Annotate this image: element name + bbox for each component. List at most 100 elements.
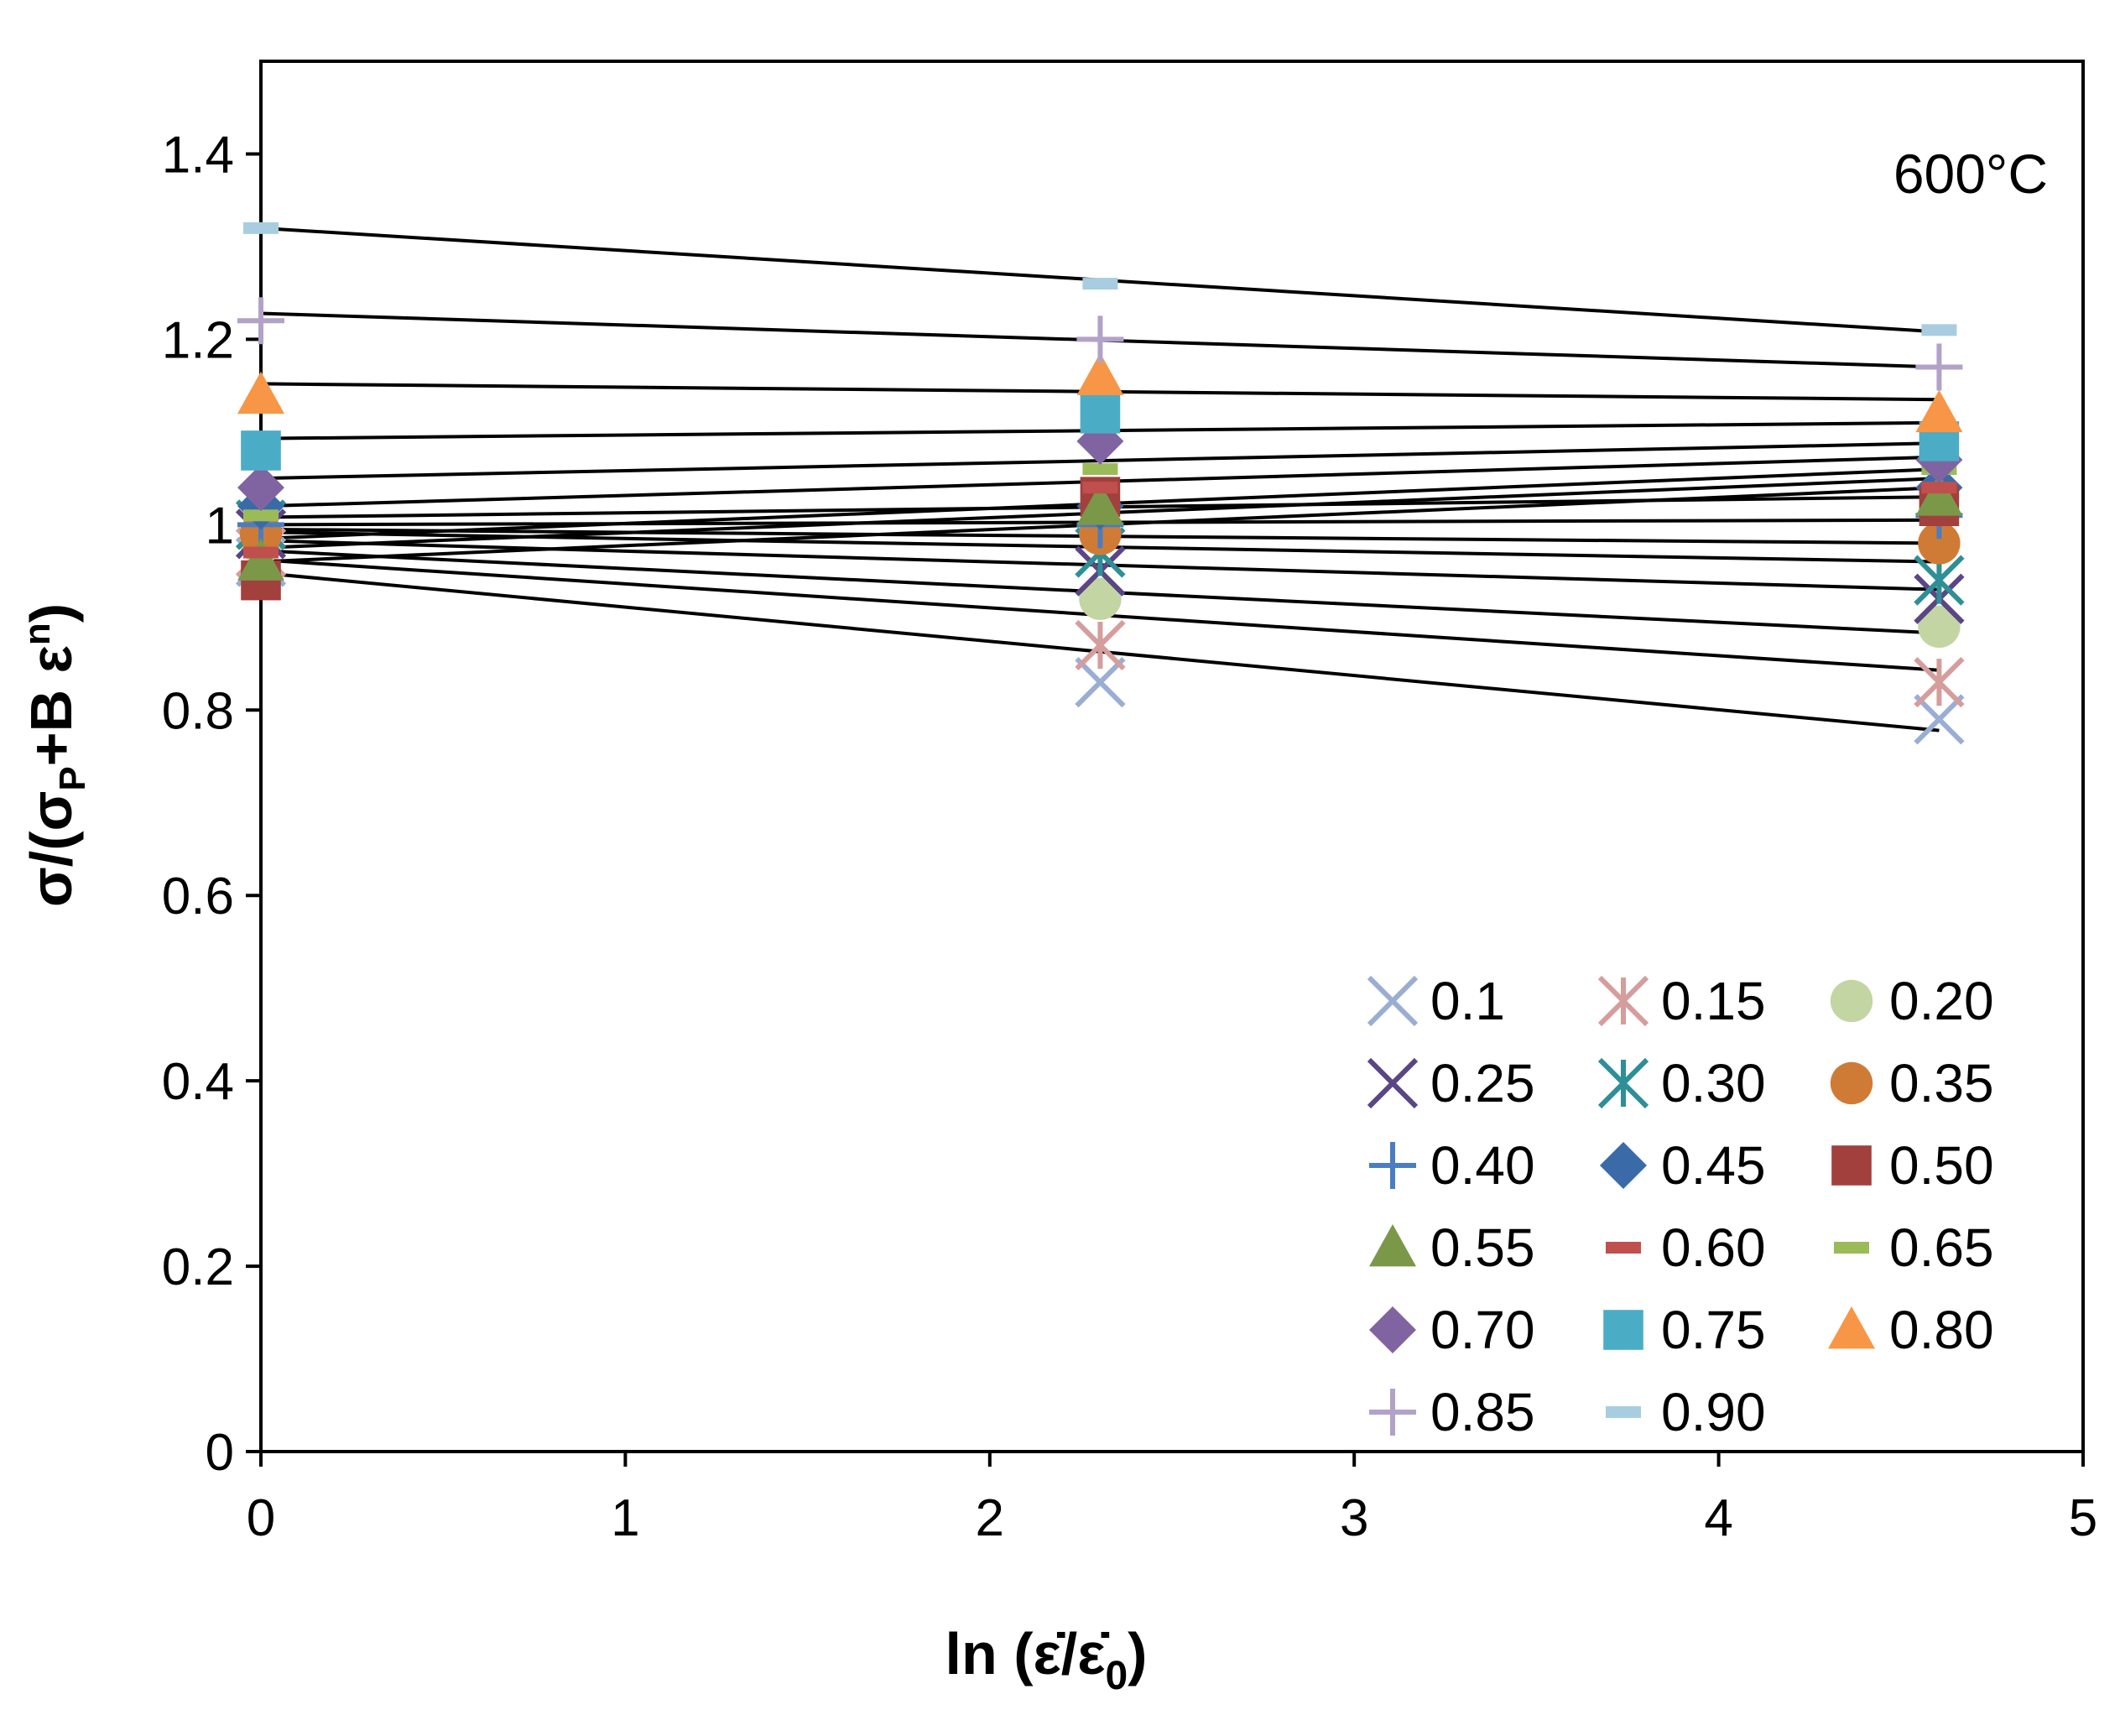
legend-marker-0.15 bbox=[1597, 975, 1649, 1027]
legend-marker-0.70 bbox=[1369, 1306, 1416, 1353]
legend-label: 0.65 bbox=[1889, 1217, 1994, 1278]
data-point-0.80 bbox=[1076, 352, 1124, 395]
legend-label: 0.60 bbox=[1661, 1217, 1766, 1278]
legend-label: 0.70 bbox=[1430, 1300, 1535, 1360]
data-point-0.85 bbox=[237, 297, 284, 345]
legend-marker-0.50 bbox=[1831, 1145, 1872, 1186]
legend-marker-0.25 bbox=[1367, 1057, 1419, 1109]
data-point-0.75 bbox=[1080, 393, 1121, 434]
data-point-0.75 bbox=[241, 430, 281, 471]
legend-item-0.80: 0.80 bbox=[1828, 1300, 1994, 1360]
y-tick-label: 0 bbox=[206, 1424, 234, 1482]
data-markers bbox=[235, 222, 1965, 745]
y-axis-title-part3: ) bbox=[18, 603, 84, 623]
legend-marker-0.65 bbox=[1834, 1242, 1869, 1254]
legend-item-0.55: 0.55 bbox=[1369, 1217, 1535, 1278]
legend-item-0.60: 0.60 bbox=[1606, 1217, 1766, 1278]
data-point-0.85 bbox=[1076, 315, 1124, 363]
legend-marker-0.30 bbox=[1597, 1057, 1649, 1109]
x-tick-label: 0 bbox=[247, 1489, 275, 1547]
data-point-0.15 bbox=[1914, 657, 1965, 708]
data-point-0.90 bbox=[1082, 278, 1118, 290]
data-point-0.20 bbox=[1079, 577, 1122, 620]
legend-item-0.85: 0.85 bbox=[1369, 1382, 1535, 1442]
legend-item-0.1: 0.1 bbox=[1367, 971, 1505, 1031]
legend-marker-0.40 bbox=[1369, 1142, 1416, 1189]
y-tick-label: 1 bbox=[206, 497, 234, 555]
x-tick-label: 5 bbox=[2069, 1489, 2097, 1547]
legend-label: 0.50 bbox=[1889, 1135, 1994, 1196]
legend-marker-0.85 bbox=[1369, 1389, 1416, 1436]
plot-area bbox=[259, 60, 2085, 1453]
legend: 0.1 0.15 0.20 0.25 0.30 0.35 0.40 0.45 0.50 0.55 0… bbox=[1367, 971, 1994, 1442]
y-tick-label: 0.8 bbox=[162, 682, 234, 740]
legend-item-0.15: 0.15 bbox=[1597, 971, 1766, 1031]
legend-label: 0.15 bbox=[1661, 971, 1766, 1031]
legend-item-0.30: 0.30 bbox=[1597, 1053, 1766, 1113]
x-tick-label: 3 bbox=[1340, 1489, 1368, 1547]
data-point-0.80 bbox=[237, 371, 284, 414]
legend-marker-0.55 bbox=[1369, 1224, 1416, 1267]
data-point-0.80 bbox=[1915, 389, 1963, 433]
y-axis-title: σ/(σP+B εn) bbox=[17, 603, 93, 907]
legend-label: 0.80 bbox=[1889, 1300, 1994, 1360]
legend-label: 0.75 bbox=[1661, 1300, 1766, 1360]
x-axis-title-den: ε̇ bbox=[1077, 1621, 1109, 1686]
y-axis-title-part1: σ/(σ bbox=[18, 791, 84, 908]
y-tick-label: 1.2 bbox=[162, 311, 234, 369]
legend-item-0.90: 0.90 bbox=[1606, 1382, 1766, 1442]
legend-item-0.70: 0.70 bbox=[1369, 1300, 1535, 1360]
legend-item-0.25: 0.25 bbox=[1367, 1053, 1535, 1113]
legend-marker-0.75 bbox=[1603, 1310, 1643, 1350]
legend-marker-0.60 bbox=[1606, 1242, 1641, 1254]
legend-label: 0.90 bbox=[1661, 1382, 1766, 1442]
data-point-0.30 bbox=[1914, 555, 1965, 606]
legend-label: 0.20 bbox=[1889, 971, 1994, 1031]
data-point-0.20 bbox=[1918, 605, 1961, 649]
legend-marker-0.1 bbox=[1367, 975, 1419, 1027]
data-point-0.1 bbox=[1075, 657, 1126, 708]
y-axis-title-sup: n bbox=[17, 623, 58, 645]
legend-label: 0.55 bbox=[1430, 1217, 1535, 1278]
legend-marker-0.80 bbox=[1828, 1306, 1875, 1349]
data-point-0.65 bbox=[243, 509, 279, 522]
legend-item-0.75: 0.75 bbox=[1603, 1300, 1766, 1360]
legend-label: 0.35 bbox=[1889, 1053, 1994, 1113]
axis-ticks: 0 0.2 0.4 0.6 0.8 1 1.2 1.4 0 1 2 3 4 5 bbox=[162, 126, 2097, 1547]
legend-item-0.65: 0.65 bbox=[1834, 1217, 1994, 1278]
y-tick-label: 1.4 bbox=[162, 126, 234, 184]
legend-item-0.40: 0.40 bbox=[1369, 1135, 1535, 1196]
data-point-0.90 bbox=[1921, 324, 1957, 336]
data-point-0.60 bbox=[1082, 482, 1118, 494]
x-axis-title-close: ) bbox=[1128, 1621, 1147, 1686]
x-tick-label: 1 bbox=[611, 1489, 639, 1547]
data-point-0.90 bbox=[243, 222, 279, 234]
legend-item-0.35: 0.35 bbox=[1830, 1053, 1994, 1113]
data-point-0.1 bbox=[1914, 694, 1965, 745]
legend-item-0.45: 0.45 bbox=[1600, 1135, 1766, 1196]
legend-label: 0.25 bbox=[1430, 1053, 1535, 1113]
y-tick-label: 0.4 bbox=[162, 1053, 234, 1111]
y-tick-label: 0.2 bbox=[162, 1238, 234, 1296]
legend-label: 0.1 bbox=[1430, 971, 1505, 1031]
legend-label: 0.40 bbox=[1430, 1135, 1535, 1196]
data-point-0.55 bbox=[1076, 482, 1124, 525]
legend-marker-0.90 bbox=[1606, 1406, 1641, 1418]
x-axis-title-slash: / bbox=[1061, 1621, 1077, 1686]
data-point-0.85 bbox=[1915, 343, 1963, 391]
legend-item-0.50: 0.50 bbox=[1831, 1135, 1994, 1196]
legend-marker-0.20 bbox=[1830, 979, 1873, 1023]
legend-label: 0.45 bbox=[1661, 1135, 1766, 1196]
x-tick-label: 4 bbox=[1704, 1489, 1732, 1547]
data-point-0.55 bbox=[237, 538, 284, 581]
data-point-0.35 bbox=[1918, 522, 1961, 565]
x-axis-title: ln (ε̇/ε̇0) bbox=[945, 1621, 1148, 1698]
y-axis-title-part2: +B ε bbox=[18, 645, 84, 766]
data-point-0.55 bbox=[1915, 473, 1963, 516]
legend-label: 0.30 bbox=[1661, 1053, 1766, 1113]
data-point-0.60 bbox=[243, 546, 279, 559]
legend-label: 0.85 bbox=[1430, 1382, 1535, 1442]
x-axis-title-main: ln ( bbox=[945, 1621, 1034, 1686]
